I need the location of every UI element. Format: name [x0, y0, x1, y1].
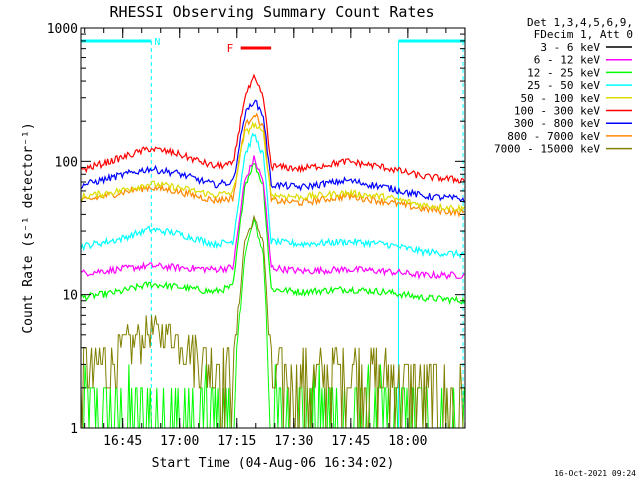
series-line-25-50-kev	[80, 132, 465, 259]
series-line-800-7000-kev	[80, 112, 465, 219]
legend-label: 50 - 100 keV	[521, 92, 601, 105]
y-tick-label: 10	[62, 289, 78, 304]
legend-label: 7000 - 15000 keV	[494, 143, 600, 156]
series-line-50-100-kev	[80, 120, 465, 214]
y-tick-label: 1	[70, 422, 78, 437]
x-tick-label: 17:30	[274, 434, 313, 449]
legend-label: 25 - 50 keV	[527, 79, 600, 92]
legend-label: 3 - 6 keV	[540, 41, 600, 54]
legend-header-line-2: FDecim 1, Att 0	[534, 28, 633, 41]
flare-label: F	[227, 42, 234, 55]
x-tick-label: 17:45	[331, 434, 370, 449]
x-tick-label: 18:00	[388, 434, 427, 449]
series-line-12-25-kev	[80, 162, 465, 306]
y-axis-label: Count Rate (s⁻¹ detector⁻¹)	[21, 122, 36, 333]
legend-label: 12 - 25 keV	[527, 66, 600, 79]
series-line-100-300-kev	[80, 73, 465, 184]
series-line-300-800-kev	[80, 99, 465, 203]
legend-label: 800 - 7000 keV	[507, 130, 600, 143]
y-tick-label: 100	[55, 155, 78, 170]
axes: 16:45 17:00 17:15 17:30 17:45 18:00 1 10 100 1000	[47, 22, 466, 449]
x-tick-label: 17:15	[217, 434, 256, 449]
legend-label: 100 - 300 keV	[514, 105, 600, 118]
x-axis-label: Start Time (04-Aug-06 16:34:02)	[152, 456, 395, 471]
x-tick-label: 17:00	[160, 434, 199, 449]
y-tick-label: 1000	[47, 22, 78, 37]
legend-label: 300 - 800 keV	[514, 117, 600, 130]
series-lines	[80, 73, 465, 429]
footer-timestamp: 16-Oct-2021 09:24	[554, 469, 636, 478]
chart-title: RHESSI Observing Summary Count Rates	[109, 3, 434, 21]
series-line-6-12-kev	[80, 155, 465, 281]
legend: Det 1,3,4,5,6,9, FDecim 1, Att 0 3 - 6 k…	[494, 16, 633, 156]
legend-header-line-1: Det 1,3,4,5,6,9,	[527, 16, 633, 29]
night-label: N	[154, 37, 160, 48]
plot-frame	[80, 27, 466, 429]
x-tick-label: 16:45	[103, 434, 142, 449]
legend-label: 6 - 12 keV	[534, 54, 601, 67]
